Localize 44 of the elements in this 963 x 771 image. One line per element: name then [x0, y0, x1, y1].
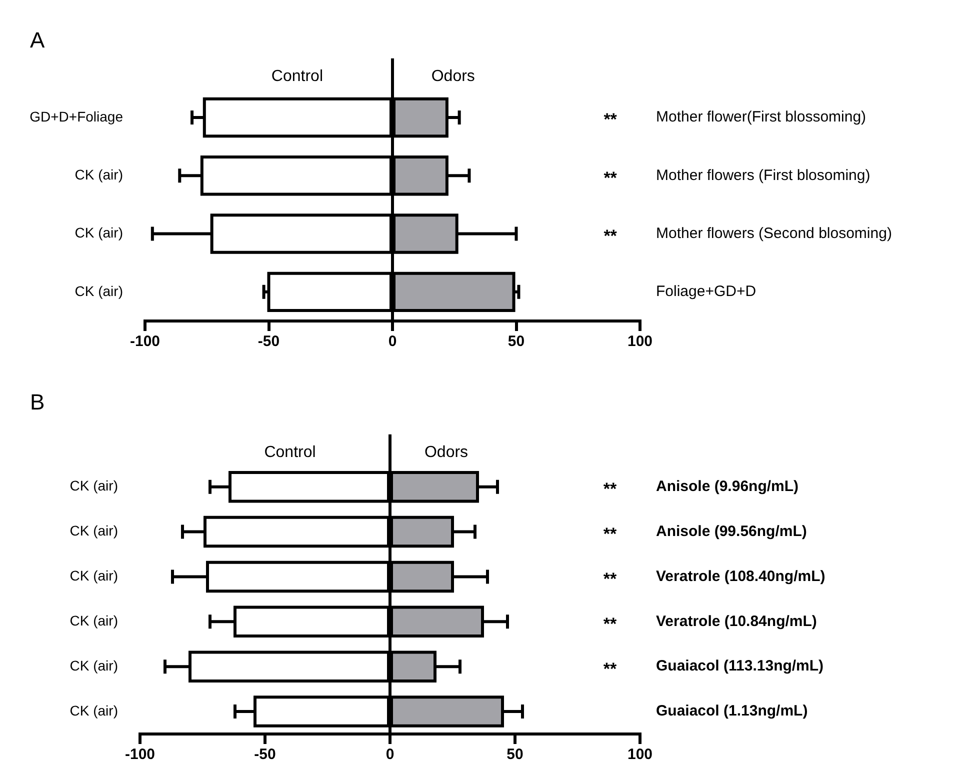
annotation: **	[604, 110, 618, 130]
x-tick-label: 0	[388, 333, 397, 350]
y-tick-label: Anisole (99.56ng/mL)	[656, 522, 807, 540]
x-tick-label: -50	[254, 746, 276, 764]
annotation: **	[603, 480, 617, 499]
x-tick-label: -50	[258, 333, 280, 350]
x-tick-label: 0	[386, 746, 394, 764]
x-tick-label: 50	[508, 333, 525, 350]
annotation: **	[604, 168, 618, 188]
y-tick-label: Foliage+GD+D	[656, 283, 756, 300]
series-label: Control	[264, 444, 316, 461]
y-tick-label: Guaiacol (113.13ng/mL)	[656, 658, 824, 675]
x-tick-label: -100	[130, 333, 160, 350]
y2-tick-label: CK (air)	[70, 612, 118, 629]
y-tick-label: Mother flowers (First blosoming)	[656, 166, 870, 184]
x-tick-label: -100	[124, 746, 156, 764]
y2-tick-label: CK (air)	[74, 224, 123, 241]
y-tick-label: Mother flower(First blossoming)	[656, 108, 866, 126]
y2-tick-label: CK (air)	[70, 568, 118, 584]
x-tick-label: 50	[506, 746, 524, 764]
y-tick-label: Anisole (9.96ng/mL)	[656, 478, 799, 496]
y2-tick-label: CK (air)	[70, 657, 118, 674]
y2-tick-label: CK (air)	[70, 522, 118, 539]
y-tick-label: Guaiacol (1.13ng/mL)	[656, 702, 808, 720]
y-tick-label: Veratrole (108.40ng/mL)	[656, 568, 826, 585]
y-tick-label: Mother flowers (Second blosoming)	[656, 224, 892, 242]
y-tick-label: Veratrole (10.84ng/mL)	[656, 612, 817, 630]
y2-tick-label: CK (air)	[74, 166, 123, 182]
series-label: Odors	[431, 68, 475, 85]
chart-title: A	[30, 27, 45, 52]
series-label: Odors	[424, 444, 468, 461]
annotation: **	[604, 226, 618, 246]
chart-title: B	[30, 389, 45, 414]
y2-tick-label: CK (air)	[70, 478, 118, 494]
annotation: **	[603, 524, 617, 544]
annotation: **	[603, 569, 617, 588]
annotation: **	[603, 614, 617, 634]
series-label: Control	[271, 68, 323, 85]
annotation: **	[603, 659, 617, 678]
y2-tick-label: GD+D+Foliage	[30, 108, 124, 124]
y2-tick-label: CK (air)	[74, 282, 123, 299]
y2-tick-label: CK (air)	[70, 702, 118, 718]
x-tick-label: 100	[627, 746, 653, 764]
x-tick-label: 100	[627, 333, 653, 350]
